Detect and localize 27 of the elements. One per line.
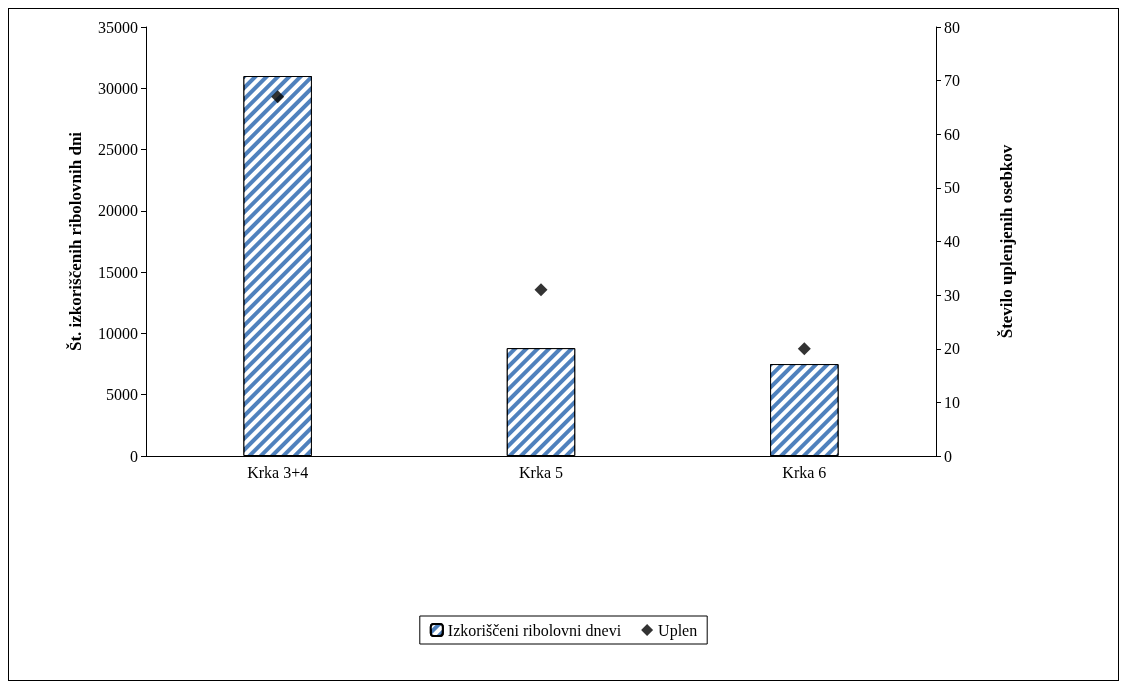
y2-tick-label: 20 [944,340,960,358]
y-tick-label: 35000 [98,18,138,36]
y-tick-label: 0 [130,447,138,465]
y-tick-label: 25000 [98,141,138,159]
legend-label: Uplen [658,621,698,640]
y2-axis-title: Število uplenjenih osebkov [997,144,1016,339]
y-tick-label: 20000 [98,202,138,220]
point [534,283,548,297]
legend-label: Izkoriščeni ribolovni dnevi [447,621,622,639]
point [271,90,285,104]
y2-tick-label: 60 [944,125,960,143]
y2-tick-label: 30 [944,286,960,304]
y2-tick-label: 80 [944,18,960,36]
point [797,342,811,356]
y2-tick-label: 10 [944,393,960,411]
y-tick-label: 30000 [98,79,138,97]
y-tick-label: 10000 [98,324,138,342]
y2-tick-label: 0 [944,447,952,465]
x-tick-label: Krka 5 [519,463,563,481]
y-axis-title: Št. izkoriščenih ribolovnih dni [66,131,85,352]
x-tick-label: Krka 3+4 [247,463,309,481]
x-tick-label: Krka 6 [782,463,827,481]
y2-tick-label: 50 [944,179,960,197]
y-tick-label: 5000 [106,386,138,404]
y2-tick-label: 70 [944,72,960,90]
y2-tick-label: 40 [944,233,960,250]
y-tick-label: 15000 [98,263,138,281]
